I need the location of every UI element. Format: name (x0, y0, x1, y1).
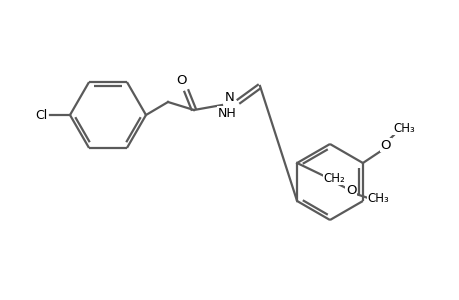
Text: O: O (380, 139, 390, 152)
Text: CH₃: CH₃ (366, 191, 388, 205)
Text: O: O (345, 184, 356, 197)
Text: N: N (224, 91, 235, 103)
Text: CH₃: CH₃ (392, 122, 414, 134)
Text: CH₂: CH₂ (323, 172, 344, 184)
Text: Cl: Cl (35, 109, 47, 122)
Text: NH: NH (217, 106, 236, 119)
Text: O: O (176, 74, 187, 86)
